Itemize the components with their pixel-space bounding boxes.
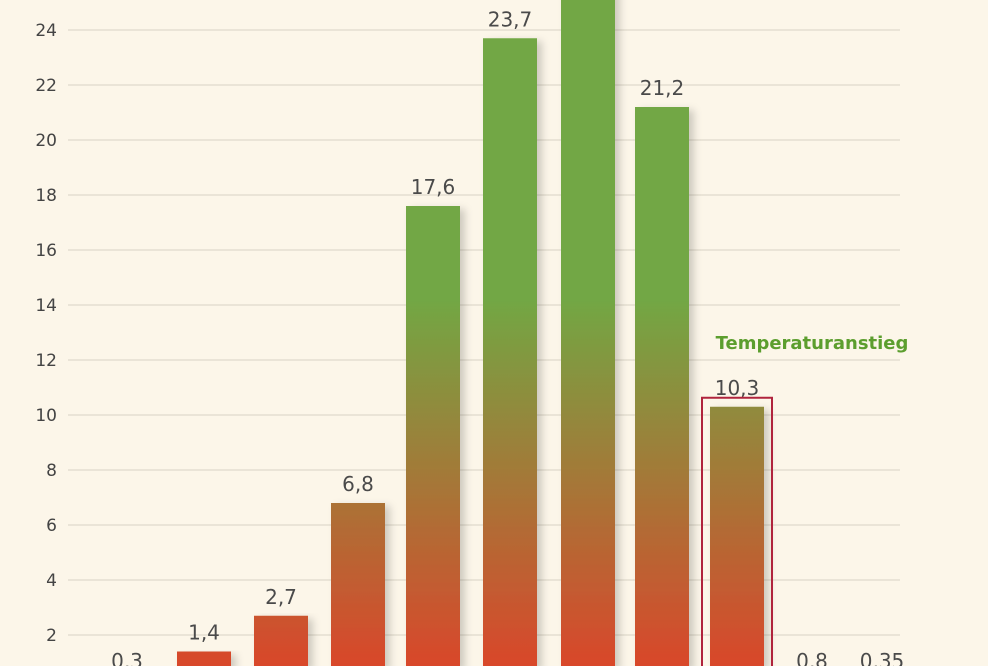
data-label: 10,3	[715, 376, 760, 400]
data-label: 2,7	[265, 585, 297, 609]
y-tick-label: 22	[35, 76, 57, 96]
y-tick-label: 8	[46, 461, 57, 481]
y-tick-label: 20	[35, 131, 57, 151]
bar	[483, 38, 537, 666]
data-label: 0,3	[111, 649, 143, 666]
annotation-layer: Temperaturanstieg	[701, 333, 909, 666]
y-tick-label: 14	[35, 296, 57, 316]
bar	[331, 503, 385, 666]
y-tick-label: 6	[46, 516, 57, 536]
bars	[177, 0, 764, 666]
bar	[635, 107, 689, 666]
data-label: 1,4	[188, 621, 220, 645]
data-label: 0,8	[796, 649, 828, 666]
highlight-frame	[701, 396, 773, 666]
bar	[177, 651, 231, 666]
bar	[254, 615, 308, 666]
bar	[561, 0, 615, 666]
data-label: 21,2	[640, 76, 685, 100]
data-label: 6,8	[342, 472, 374, 496]
data-label: 23,7	[488, 7, 533, 31]
y-tick-label: 2	[46, 626, 57, 646]
bar	[710, 406, 764, 666]
y-tick-label: 24	[35, 21, 57, 41]
data-label: 17,6	[411, 175, 456, 199]
y-tick-label: 4	[46, 571, 57, 591]
y-tick-label: 16	[35, 241, 57, 261]
bar	[406, 206, 460, 666]
y-tick-label: 10	[35, 406, 57, 426]
y-tick-label: 18	[35, 186, 57, 206]
annotation-label: Temperaturanstieg	[716, 333, 909, 354]
data-label: 0,35	[860, 649, 905, 666]
y-tick-label: 12	[35, 351, 57, 371]
data-labels: 0,3 1,4 2,7 6,8 17,6 23,7 21,2 10,3 0,8 0,35	[111, 7, 904, 666]
